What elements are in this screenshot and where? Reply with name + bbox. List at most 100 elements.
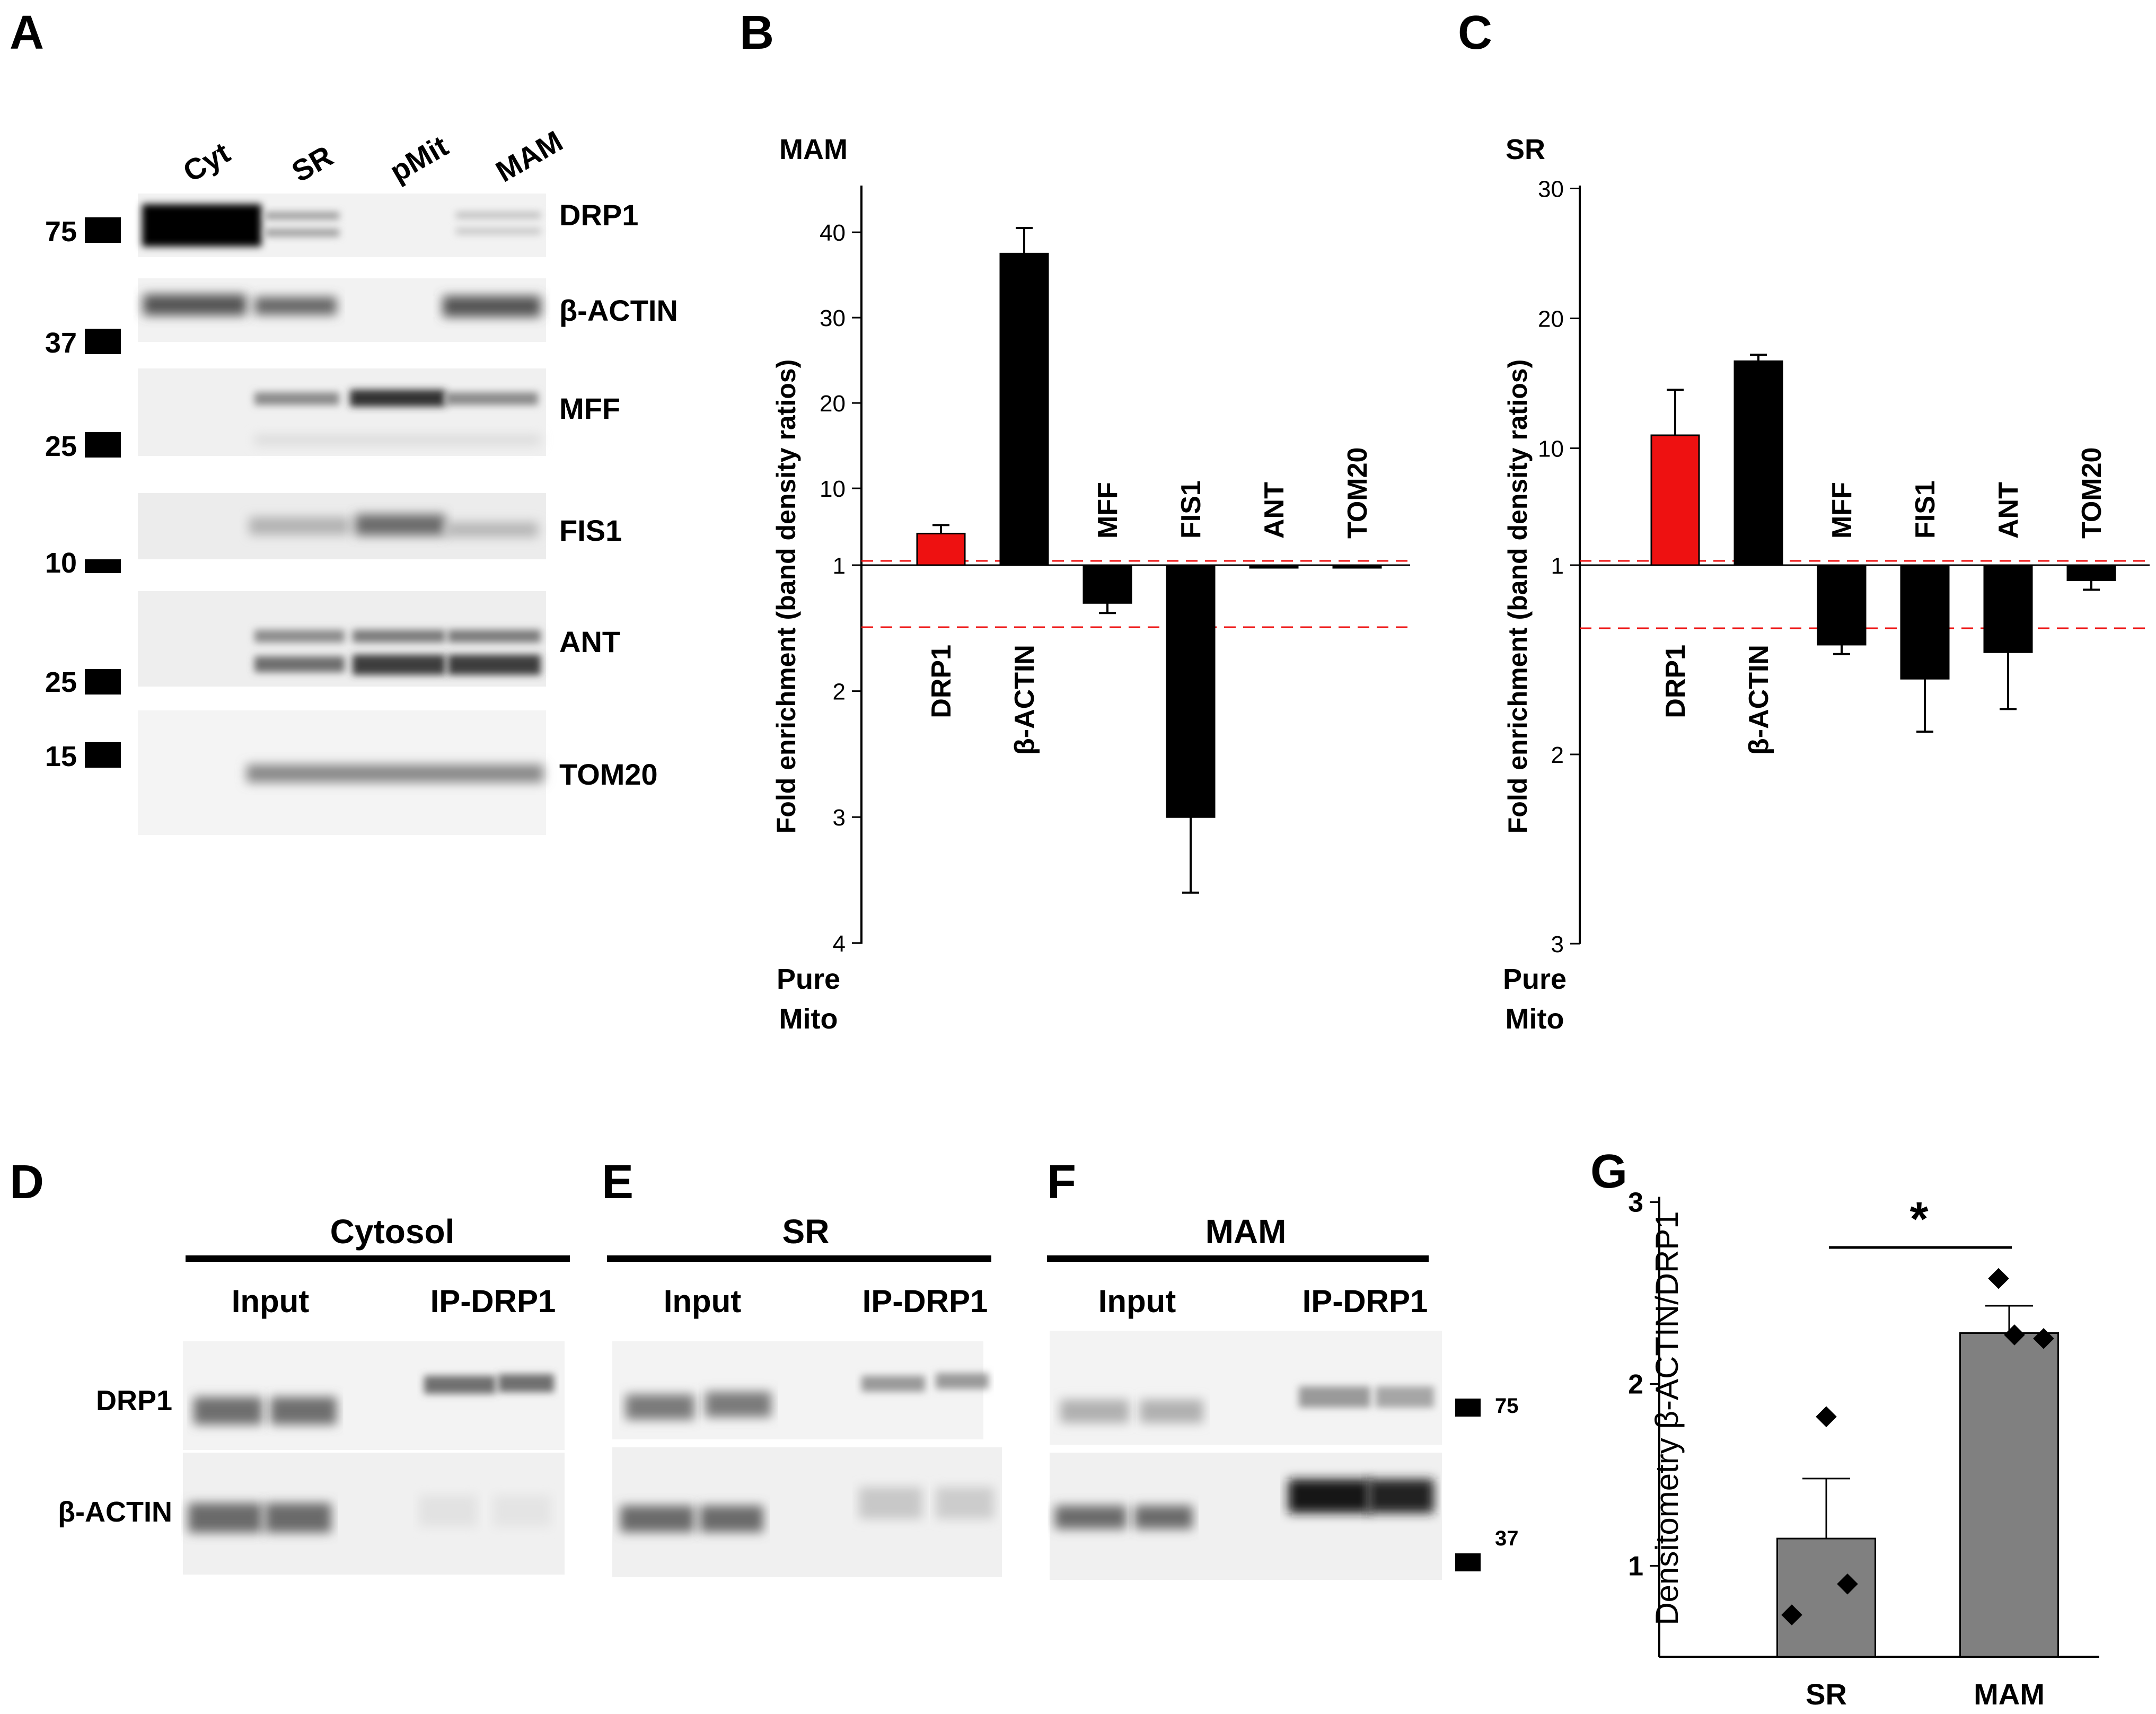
bottom-label: Mito	[779, 1003, 838, 1035]
panel-b: B 1 10 20 30 40 2 3 4 MAM Pure Mito Fold enrichment…	[740, 6, 1410, 1035]
blot-mff	[138, 368, 546, 456]
panel-e: E SR Input IP-DRP1	[602, 1156, 1002, 1577]
category-label: DRP1	[1660, 645, 1691, 718]
col-label-ip: IP-DRP1	[863, 1284, 988, 1319]
significance-star: *	[1909, 1193, 1928, 1246]
y-tick-label: 2	[1551, 742, 1564, 768]
protein-label: ANT	[559, 625, 620, 658]
marker-label: 25	[45, 666, 77, 698]
bottom-label: Mito	[1506, 1003, 1564, 1035]
row-label-actin: β-ACTIN	[58, 1496, 172, 1528]
category-label: DRP1	[926, 645, 957, 718]
col-label-input: Input	[664, 1284, 742, 1319]
y-tick-label: 2	[1628, 1369, 1643, 1400]
category-label: TOM20	[1342, 447, 1373, 539]
panel-c-label: C	[1458, 6, 1492, 59]
y-tick-label: 3	[1628, 1188, 1643, 1218]
protein-label: TOM20	[559, 758, 658, 791]
category-label: β-ACTIN	[1744, 645, 1774, 755]
protein-label: β-ACTIN	[559, 294, 678, 327]
lane-label: Cyt	[178, 136, 236, 189]
header-mam: MAM	[1205, 1212, 1287, 1251]
y-tick-label: 30	[1538, 177, 1564, 203]
bar	[1650, 434, 1700, 566]
col-label-ip: IP-DRP1	[430, 1284, 556, 1319]
lane-label: MAM	[490, 124, 568, 188]
y-tick-label: 3	[833, 805, 846, 831]
data-point	[2004, 1324, 2025, 1346]
bar	[1983, 564, 2033, 653]
chart-b: 1 10 20 30 40 2 3 4 MAM Pure Mito Fold enrichment (…	[771, 134, 1410, 1035]
category-label: ANT	[1259, 482, 1290, 539]
panel-d: D Cytosol Input IP-DRP1 DRP1 β-ACTIN	[10, 1156, 570, 1575]
blot-d-drp1	[183, 1341, 565, 1450]
y-tick-label: 1	[1551, 553, 1564, 579]
category-label: MAM	[1974, 1677, 2045, 1711]
marker-label: 25	[45, 430, 77, 462]
category-label: ANT	[1993, 482, 2024, 539]
y-axis-label: Fold enrichment (band density ratios)	[771, 359, 801, 834]
y-tick-label: 20	[820, 391, 846, 417]
blot-fis1	[138, 493, 546, 559]
category-label: FIS1	[1176, 480, 1207, 539]
bottom-label: Pure	[777, 963, 840, 995]
y-tick-label: 40	[820, 220, 846, 246]
panel-e-label: E	[602, 1156, 633, 1209]
bar	[1817, 564, 1867, 646]
bar	[1733, 360, 1783, 566]
corner-label: SR	[1506, 134, 1545, 165]
bar	[2066, 564, 2116, 582]
blot-ant	[138, 591, 546, 687]
category-label: β-ACTIN	[1009, 645, 1040, 755]
bar	[1083, 564, 1132, 604]
category-label: MFF	[1827, 482, 1858, 539]
panel-g-label: G	[1590, 1145, 1627, 1198]
header-cytosol: Cytosol	[330, 1212, 455, 1251]
y-tick-label: 1	[1628, 1551, 1643, 1582]
marker-bar	[1455, 1553, 1481, 1571]
col-label-ip: IP-DRP1	[1303, 1284, 1428, 1319]
data-point	[2033, 1328, 2054, 1349]
corner-label: MAM	[779, 134, 848, 165]
y-tick-label: 2	[833, 679, 846, 705]
y-axis-label: Fold enrichment (band density ratios)	[1503, 359, 1533, 834]
blot-f-actin	[1050, 1453, 1442, 1580]
data-point	[1837, 1574, 1858, 1595]
y-tick-label: 3	[1551, 931, 1564, 957]
marker-label: 37	[45, 327, 77, 359]
col-label-input: Input	[232, 1284, 310, 1319]
y-tick-label: 10	[820, 476, 846, 502]
panel-a: A Cyt SR pMit MAM	[10, 6, 678, 835]
bar	[1959, 1332, 2059, 1658]
panel-f: F MAM Input IP-DRP1 75 37	[1047, 1156, 1519, 1580]
header-rule	[1047, 1255, 1429, 1262]
blot-e-actin	[612, 1447, 1002, 1577]
category-label: FIS1	[1910, 480, 1941, 539]
data-point	[1781, 1604, 1802, 1625]
marker-bar	[1455, 1399, 1481, 1417]
lane-label: SR	[286, 139, 339, 188]
y-tick-label: 30	[820, 305, 846, 331]
y-tick-label: 4	[833, 931, 846, 957]
blot-drp1	[138, 194, 546, 257]
blot-d-actin	[183, 1453, 565, 1575]
bar	[1249, 564, 1299, 569]
blot-e-drp1	[612, 1341, 989, 1439]
panel-b-label: B	[740, 6, 774, 59]
y-tick-label: 20	[1538, 306, 1564, 332]
bar	[916, 532, 966, 566]
marker-label: 75	[1495, 1394, 1519, 1418]
panel-f-label: F	[1047, 1156, 1076, 1209]
marker-label: 15	[45, 741, 77, 772]
chart-c: 1 10 20 30 2 3 SR Pure Mito Fold enrichment (band…	[1503, 134, 2150, 1035]
bar	[1166, 564, 1216, 818]
category-label: SR	[1806, 1677, 1847, 1711]
lane-label: pMit	[384, 129, 454, 188]
bar	[999, 252, 1049, 566]
protein-label: MFF	[559, 392, 620, 425]
blot-actin	[138, 278, 546, 342]
marker-label: 37	[1495, 1527, 1519, 1550]
